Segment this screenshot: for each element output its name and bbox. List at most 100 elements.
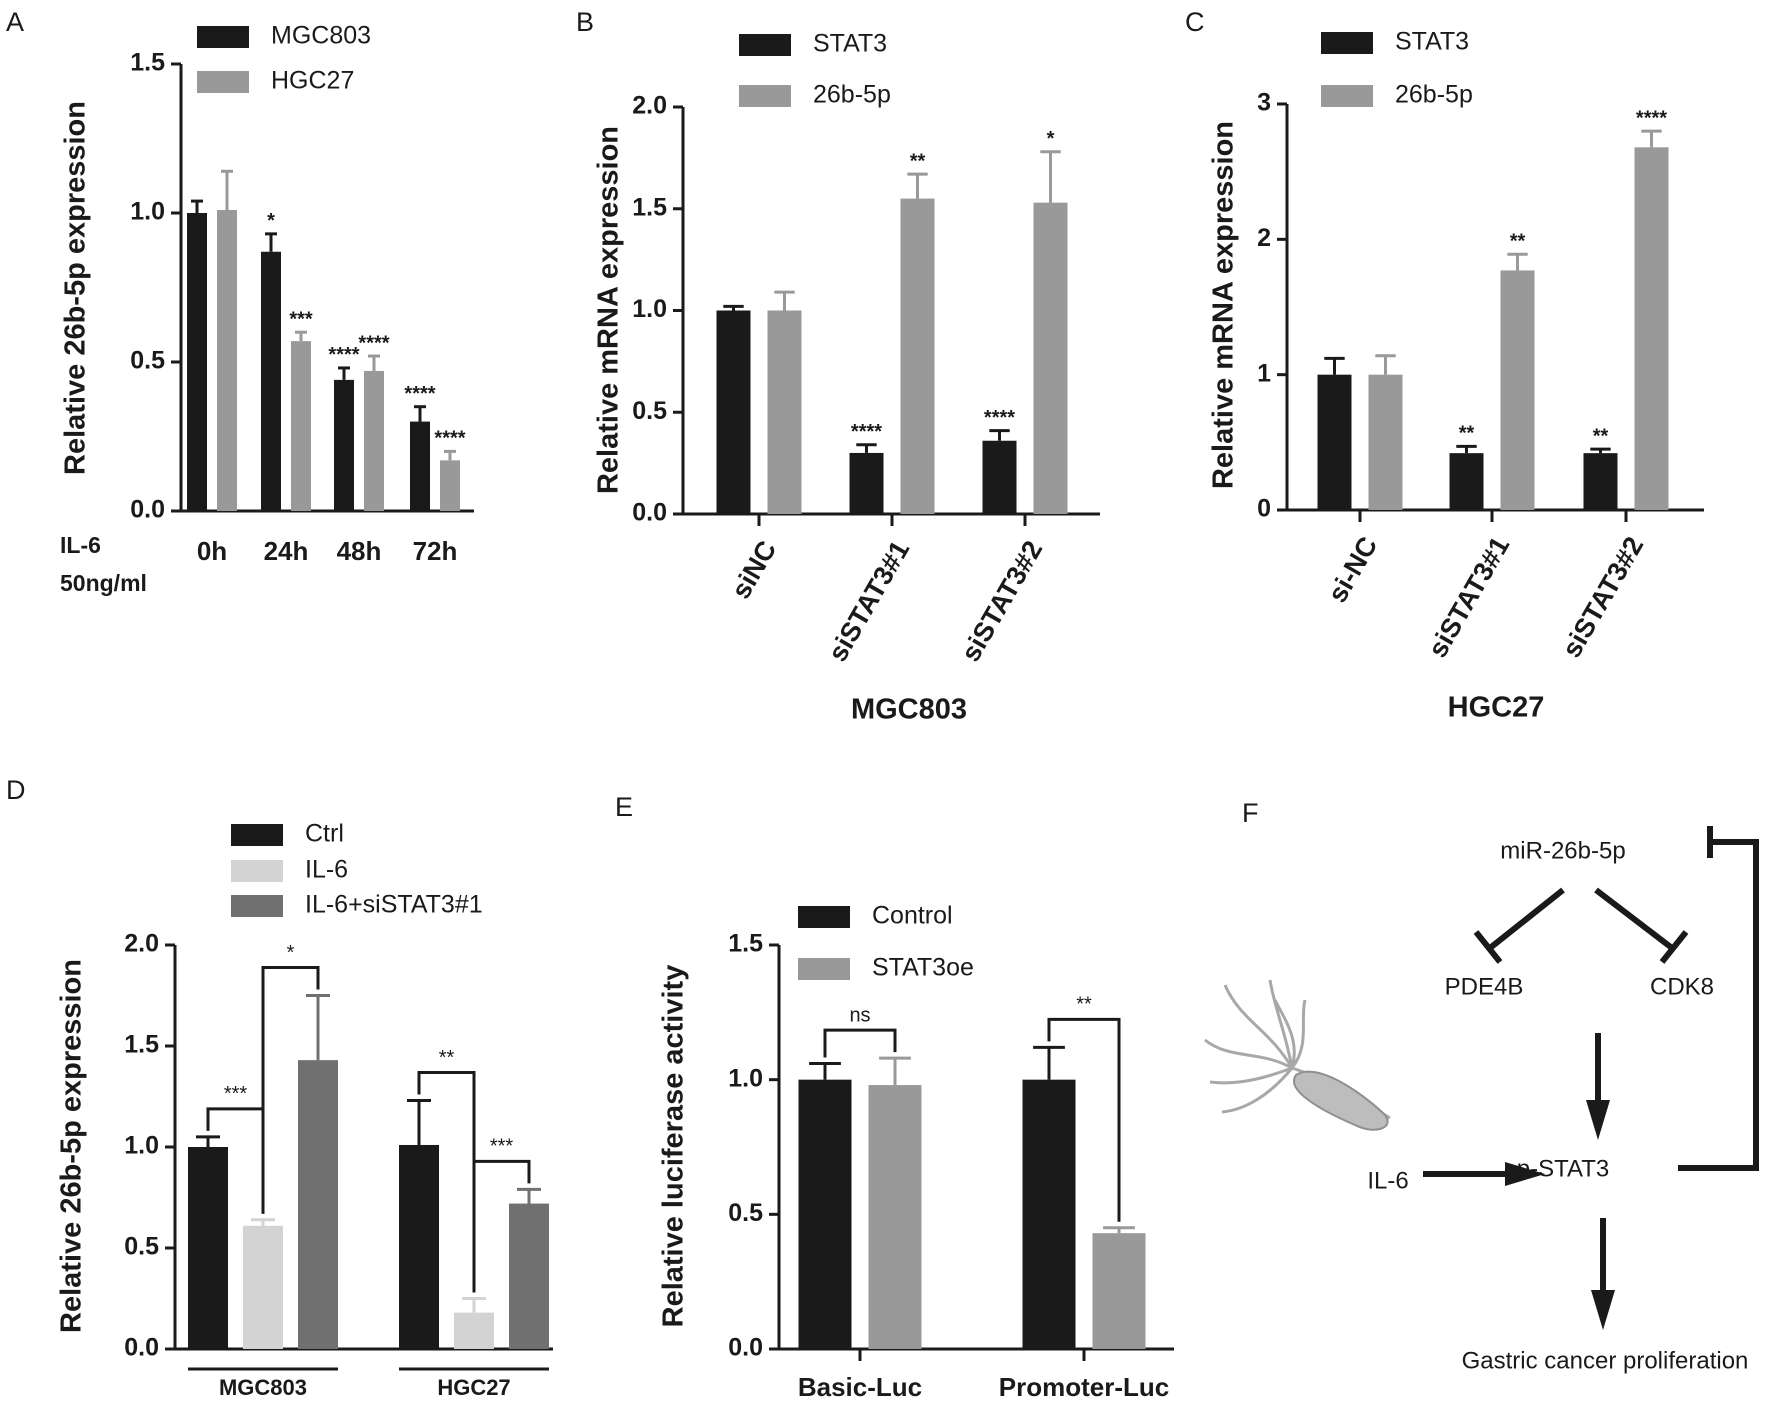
bar	[440, 460, 460, 511]
y-axis-label: Relative 26b-5p expression	[56, 959, 88, 1333]
significance-label: ****	[358, 332, 389, 354]
panel-label: E	[615, 792, 633, 822]
y-tick-label: 2.0	[124, 930, 159, 958]
y-tick-label: 1.5	[728, 930, 763, 958]
diagram-arrows	[1423, 826, 1759, 1300]
bar	[1092, 1233, 1146, 1349]
arrow-head	[1586, 1100, 1610, 1140]
flagellum	[1290, 999, 1307, 1069]
x-tick-label: Promoter-Luc	[999, 1372, 1169, 1402]
bar	[1368, 374, 1403, 510]
bar	[217, 210, 237, 511]
panel-label: B	[576, 7, 594, 37]
bar	[509, 1203, 549, 1349]
y-tick-label: 0.5	[728, 1199, 763, 1227]
flagellum	[1223, 984, 1294, 1069]
inhibition-bar	[1659, 930, 1689, 964]
flagellum	[1209, 1066, 1293, 1085]
y-tick-label: 1.0	[124, 1132, 159, 1160]
y-tick-label: 1.5	[632, 193, 667, 221]
significance-bracket	[823, 1028, 897, 1058]
significance-label: **	[439, 1047, 455, 1069]
y-axis-label: Relative luciferase activity	[658, 965, 690, 1328]
significance-label: *	[287, 942, 295, 964]
y-tick-label: 3	[1257, 89, 1271, 117]
y-tick-label: 1.0	[632, 295, 667, 323]
node-label: PDE4B	[1445, 973, 1524, 1000]
bar	[187, 213, 207, 511]
bar	[1033, 202, 1068, 514]
x-tick-label: 48h	[337, 536, 382, 566]
y-tick-label: 0.0	[728, 1334, 763, 1362]
significance-label: ***	[224, 1083, 248, 1105]
node-label: miR-26b-5p	[1500, 837, 1625, 864]
bar	[334, 379, 354, 511]
node-label: Gastric cancer proliferation	[1462, 1347, 1749, 1374]
significance-label: ***	[490, 1136, 514, 1158]
y-tick-label: 1.5	[124, 1031, 159, 1059]
y-tick-label: 0.0	[130, 496, 165, 524]
bar	[982, 440, 1017, 514]
x-tick-label: HGC27	[437, 1375, 510, 1400]
y-axis-label: Relative mRNA expression	[1208, 121, 1240, 489]
y-axis-label: Relative 26b-5p expression	[60, 101, 92, 475]
significance-label: ****	[851, 421, 882, 443]
bar	[298, 1060, 338, 1349]
bacterium	[1204, 979, 1391, 1131]
bar	[849, 452, 884, 514]
pathway-diagram: F miR-26b-5p PDE4B CDK8 IL-6 p-STAT3 Gas…	[1204, 798, 1759, 1374]
flagellum	[1268, 979, 1294, 1069]
legend-label: MGC803	[271, 22, 371, 50]
x-tick-label: 0h	[197, 536, 227, 566]
inhibition-bar	[1473, 930, 1503, 964]
significance-label: *	[1047, 128, 1055, 150]
legend-swatch	[739, 34, 791, 56]
x-tick-label: Basic-Luc	[798, 1372, 922, 1402]
x-tick-label: MGC803	[219, 1375, 307, 1400]
y-tick-label: 0.5	[124, 1233, 159, 1261]
feedback-line	[1678, 839, 1759, 1171]
panel-label: F	[1242, 798, 1259, 828]
significance-label: ****	[404, 383, 435, 405]
significance-bracket	[472, 1159, 531, 1293]
y-tick-label: 0.5	[632, 397, 667, 425]
legend-label: STAT3	[1395, 28, 1469, 56]
significance-label: **	[1459, 423, 1475, 445]
x-axis-label: MGC803	[851, 694, 967, 726]
y-tick-label: 0.0	[632, 499, 667, 527]
significance-label: ***	[289, 308, 313, 330]
flagellum	[1204, 1038, 1293, 1070]
y-tick-label: 1	[1257, 359, 1271, 387]
legend-label: IL-6+siSTAT3#1	[305, 891, 483, 919]
significance-label: *	[267, 210, 275, 232]
significance-label: ****	[434, 428, 465, 450]
legend-swatch	[1321, 32, 1373, 54]
inhibition-line	[1488, 887, 1565, 951]
legend-swatch	[197, 26, 249, 48]
flagellum	[1221, 1067, 1294, 1114]
legend-label: HGC27	[271, 67, 354, 95]
legend-swatch	[231, 824, 283, 846]
x-tick-label: 72h	[413, 536, 458, 566]
bar	[1634, 147, 1669, 510]
legend-swatch	[1321, 85, 1373, 107]
arrow-head	[1505, 1162, 1545, 1186]
node-label: IL-6	[1367, 1167, 1408, 1194]
x-axis-label: HGC27	[1448, 692, 1545, 724]
legend-label: 26b-5p	[813, 81, 891, 109]
legend-swatch	[231, 860, 283, 882]
arrow-heads	[1505, 1100, 1615, 1330]
bar	[454, 1312, 494, 1349]
x-note: IL-6	[60, 532, 101, 558]
y-axis-label: Relative mRNA expression	[593, 126, 625, 494]
panel-label: A	[6, 7, 24, 37]
significance-label: **	[1510, 231, 1526, 253]
legend-label: Control	[872, 902, 953, 930]
legend-swatch	[197, 71, 249, 93]
legend-swatch	[231, 895, 283, 917]
bar	[767, 310, 802, 514]
significance-label: ns	[849, 1004, 870, 1026]
y-tick-label: 0.0	[124, 1334, 159, 1362]
bar	[1583, 453, 1618, 510]
legend-label: Ctrl	[305, 820, 344, 848]
